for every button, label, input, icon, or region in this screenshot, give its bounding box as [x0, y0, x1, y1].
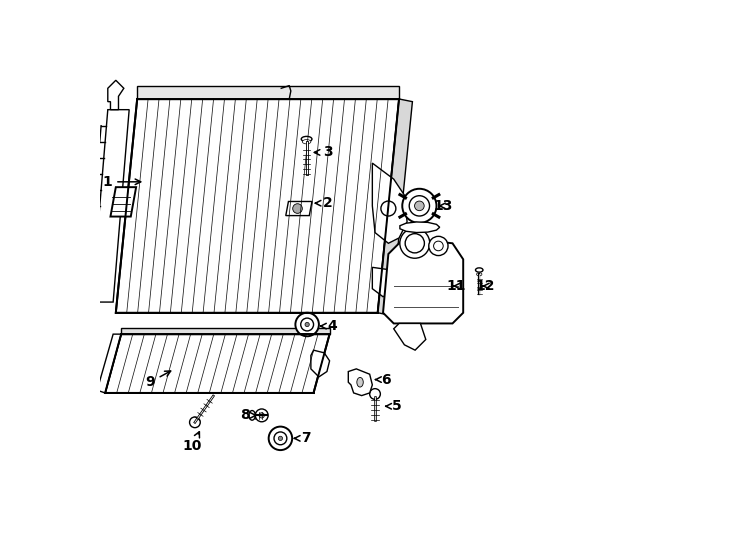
Circle shape [269, 427, 292, 450]
Text: 11: 11 [446, 279, 466, 293]
Circle shape [415, 201, 424, 211]
Circle shape [293, 204, 302, 213]
Polygon shape [383, 238, 463, 323]
Ellipse shape [357, 377, 363, 387]
Text: 2: 2 [316, 196, 333, 210]
Text: 4: 4 [321, 319, 338, 333]
Text: 6: 6 [375, 373, 391, 387]
Ellipse shape [301, 137, 312, 141]
Circle shape [278, 436, 283, 441]
Circle shape [370, 389, 380, 400]
Text: 8: 8 [240, 408, 256, 422]
Polygon shape [108, 80, 124, 110]
Text: 12: 12 [476, 279, 495, 293]
Polygon shape [400, 222, 440, 233]
Ellipse shape [476, 268, 483, 272]
Circle shape [295, 313, 319, 336]
Ellipse shape [302, 140, 311, 144]
Text: 1: 1 [103, 175, 141, 189]
Polygon shape [92, 110, 129, 302]
Polygon shape [137, 86, 399, 99]
Polygon shape [393, 323, 426, 350]
Circle shape [255, 409, 268, 422]
Circle shape [259, 413, 264, 418]
Ellipse shape [249, 410, 255, 420]
Circle shape [381, 201, 396, 216]
Text: 3: 3 [314, 145, 333, 159]
Polygon shape [110, 187, 136, 217]
Polygon shape [286, 201, 312, 215]
Circle shape [402, 189, 437, 223]
Polygon shape [349, 369, 372, 396]
Polygon shape [105, 334, 330, 393]
Circle shape [400, 228, 429, 258]
Polygon shape [311, 350, 330, 377]
Polygon shape [116, 99, 399, 313]
Text: 7: 7 [294, 431, 311, 446]
Polygon shape [378, 99, 413, 315]
Circle shape [429, 237, 448, 255]
Text: 5: 5 [385, 399, 401, 413]
Circle shape [189, 417, 200, 428]
Ellipse shape [476, 273, 482, 276]
Polygon shape [372, 267, 398, 296]
Polygon shape [97, 334, 121, 393]
Text: 9: 9 [145, 371, 171, 389]
Polygon shape [121, 328, 330, 334]
Polygon shape [372, 163, 407, 244]
Circle shape [305, 322, 309, 327]
Text: 10: 10 [183, 431, 202, 454]
Text: 13: 13 [433, 199, 453, 213]
